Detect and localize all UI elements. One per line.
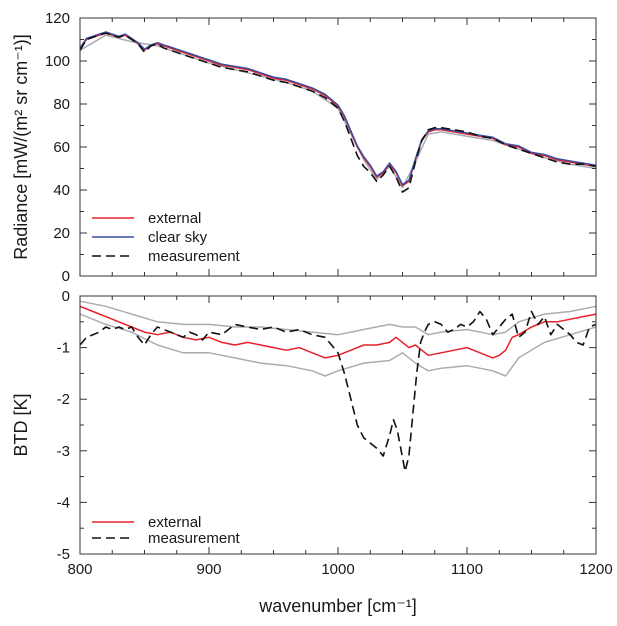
legend-label: external — [148, 514, 201, 531]
x-tick-label: 1200 — [579, 561, 612, 578]
legend-label: clear sky — [148, 229, 208, 246]
spread-line — [79, 300, 597, 336]
spread-line — [79, 34, 597, 189]
y-tick-label: 80 — [53, 96, 70, 113]
y-tick-label: -1 — [57, 340, 70, 357]
spread-line — [79, 313, 597, 377]
y-tick-label: 20 — [53, 225, 70, 242]
x-axis-label: wavenumber [cm⁻¹] — [258, 596, 417, 616]
legend: external clear sky measurement — [92, 210, 241, 265]
x-tick-label: 1000 — [321, 561, 354, 578]
radiance-panel: 0 20 40 60 80 100 120 Radiance [mW/(m² sr cm⁻¹)… — [11, 10, 597, 285]
y-tick-label: -2 — [57, 391, 70, 408]
external-line — [79, 32, 597, 187]
btd-panel: 800 900 1000 1100 1200 0 -1 -2 -3 -4 -5 BTD [K] wave… — [11, 288, 613, 616]
y-tick-label: 0 — [62, 268, 70, 285]
y-axis-label: BTD [K] — [11, 393, 31, 456]
y-tick-label: 0 — [62, 288, 70, 305]
legend-label: measurement — [148, 530, 241, 547]
x-tick-label: 800 — [67, 561, 92, 578]
x-tick-label: 1100 — [451, 561, 483, 578]
legend-label: measurement — [148, 248, 241, 265]
legend-label: external — [148, 210, 201, 227]
y-tick-label: 60 — [53, 139, 70, 156]
y-tick-label: 120 — [45, 10, 70, 27]
y-tick-label: 40 — [53, 182, 70, 199]
measurement-line — [79, 310, 597, 473]
y-tick-label: -4 — [57, 494, 70, 511]
y-axis-label: Radiance [mW/(m² sr cm⁻¹)] — [11, 34, 31, 260]
y-tick-label: 100 — [45, 53, 70, 70]
external-line — [79, 305, 597, 359]
x-tick-label: 900 — [196, 561, 221, 578]
measurement-line — [79, 32, 597, 193]
y-tick-label: -3 — [57, 443, 70, 460]
y-tick-label: -5 — [57, 546, 70, 563]
